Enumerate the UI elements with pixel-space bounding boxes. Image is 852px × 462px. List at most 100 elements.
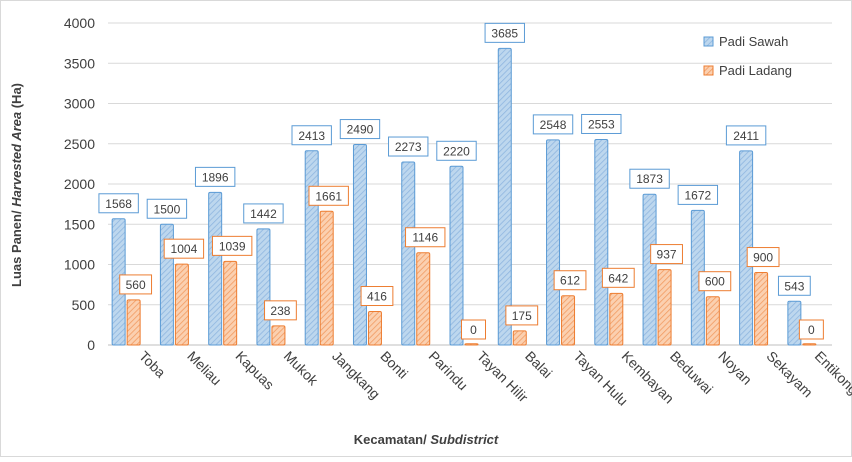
data-label-padi-sawah-1: 1500 [146,198,188,219]
data-label-text-padi-sawah-3: 1442 [250,207,277,221]
data-label-padi-ladang-7: 0 [461,319,486,340]
data-label-box-padi-sawah-11 [629,168,670,189]
y-tick-label-0: 0 [87,337,95,353]
legend-label-padi-ladang: Padi Ladang [719,63,792,78]
data-label-text-padi-ladang-7: 0 [470,323,477,337]
bar-padi-ladang-2 [223,260,238,346]
y-tick-label-500: 500 [72,297,96,313]
bar-padi-sawah-10 [594,138,609,346]
data-label-padi-sawah-7: 2220 [436,140,477,161]
data-label-padi-ladang-14: 0 [798,319,824,340]
data-label-padi-ladang-3: 238 [264,300,297,321]
data-label-padi-sawah-3: 1442 [243,203,284,224]
data-label-padi-ladang-6: 1146 [405,227,446,248]
data-label-padi-sawah-2: 1896 [194,166,236,187]
data-label-box-padi-sawah-6 [388,136,429,157]
data-label-box-padi-sawah-7 [436,140,477,161]
bar-padi-sawah-11 [642,193,657,346]
y-tick-label-1500: 1500 [64,216,95,232]
bar-padi-ladang-12 [705,296,720,346]
data-label-box-padi-ladang-0 [119,274,153,295]
data-label-text-padi-ladang-4: 1661 [315,189,342,203]
data-label-box-padi-sawah-12 [677,184,719,205]
data-label-box-padi-sawah-10 [581,113,622,134]
data-label-padi-sawah-12: 1672 [677,184,719,205]
data-label-box-padi-sawah-5 [339,119,381,140]
bar-padi-ladang-14 [802,343,817,346]
data-label-box-padi-sawah-9 [532,114,574,135]
bar-padi-ladang-5 [367,311,382,346]
y-tick-label-1000: 1000 [64,257,95,273]
bar-padi-ladang-0 [126,299,141,346]
data-label-text-padi-sawah-12: 1672 [684,188,711,202]
data-label-box-padi-sawah-1 [146,198,188,219]
data-label-padi-ladang-2: 1039 [211,235,253,256]
data-label-text-padi-ladang-6: 1146 [412,231,438,245]
data-label-padi-sawah-4: 2413 [291,125,332,146]
data-label-padi-sawah-10: 2553 [581,113,622,134]
data-label-padi-sawah-5: 2490 [339,119,381,140]
bar-padi-ladang-7 [464,343,479,346]
data-label-text-padi-sawah-13: 2411 [733,129,759,143]
data-label-box-padi-sawah-14 [777,275,811,296]
data-label-text-padi-ladang-12: 600 [705,275,725,289]
data-label-padi-ladang-12: 600 [698,271,732,292]
data-label-box-padi-ladang-14 [798,319,824,340]
legend-swatch-padi-sawah [703,36,714,47]
bar-padi-sawah-6 [401,161,416,346]
data-label-text-padi-ladang-14: 0 [808,323,815,337]
data-label-text-padi-ladang-1: 1004 [171,242,198,256]
data-label-padi-ladang-9: 612 [553,270,587,291]
bar-padi-ladang-8 [512,330,527,346]
data-label-padi-ladang-8: 175 [505,305,539,326]
data-label-text-padi-sawah-10: 2553 [588,117,615,131]
data-label-padi-ladang-10: 642 [601,267,635,288]
bar-padi-ladang-3 [271,325,286,346]
y-axis-ticks: 0 500 1000 1500 2000 2500 3000 3500 4000 [64,15,95,353]
bar-padi-ladang-1 [174,263,189,346]
data-label-box-padi-ladang-7 [461,319,486,340]
bar-padi-sawah-9 [546,139,561,346]
x-axis-label: Kecamatan/ Subdistrict [354,432,499,447]
data-label-text-padi-sawah-4: 2413 [298,129,325,143]
data-label-text-padi-sawah-9: 2548 [540,118,567,132]
data-label-text-padi-sawah-5: 2490 [347,123,374,137]
data-label-padi-sawah-14: 543 [777,275,811,296]
y-tick-label-3500: 3500 [64,55,95,71]
data-label-padi-sawah-9: 2548 [532,114,574,135]
data-label-text-padi-ladang-9: 612 [560,274,580,288]
data-label-text-padi-ladang-13: 900 [753,251,773,265]
data-label-box-padi-ladang-2 [211,235,253,256]
bars [111,47,817,346]
bar-padi-ladang-10 [609,292,624,346]
data-label-box-padi-sawah-8 [484,22,525,43]
y-tick-label-2000: 2000 [64,176,95,192]
data-label-box-padi-ladang-10 [601,267,635,288]
data-label-text-padi-ladang-8: 175 [512,309,532,323]
data-label-padi-ladang-13: 900 [746,247,780,268]
data-label-text-padi-ladang-5: 416 [367,290,387,304]
bar-padi-sawah-2 [208,191,223,346]
data-label-text-padi-ladang-11: 937 [657,248,677,262]
bar-padi-ladang-11 [657,269,672,346]
data-labels: 1568 560 1500 1004 1896 1039 1442 238 2413 1661 24… [98,22,824,340]
data-label-padi-sawah-11: 1873 [629,168,670,189]
data-label-box-padi-ladang-12 [698,271,732,292]
data-label-box-padi-ladang-13 [746,247,780,268]
legend-label-padi-sawah: Padi Sawah [719,34,788,49]
data-label-text-padi-sawah-6: 2273 [395,140,422,154]
data-label-text-padi-ladang-3: 238 [270,304,290,318]
data-label-text-padi-sawah-14: 543 [784,279,804,293]
data-label-padi-ladang-1: 1004 [163,238,205,259]
bar-padi-sawah-3 [256,228,271,346]
data-label-text-padi-sawah-7: 2220 [443,144,470,158]
data-label-box-padi-ladang-5 [360,286,394,307]
bar-padi-sawah-8 [497,47,512,346]
data-label-box-padi-sawah-0 [98,193,139,214]
data-label-padi-sawah-13: 2411 [725,125,767,146]
y-tick-label-4000: 4000 [64,15,95,31]
data-label-padi-ladang-5: 416 [360,286,394,307]
data-label-text-padi-sawah-11: 1873 [636,172,663,186]
y-axis-label: Luas Panen/ Harvested Area (Ha) [9,83,24,287]
